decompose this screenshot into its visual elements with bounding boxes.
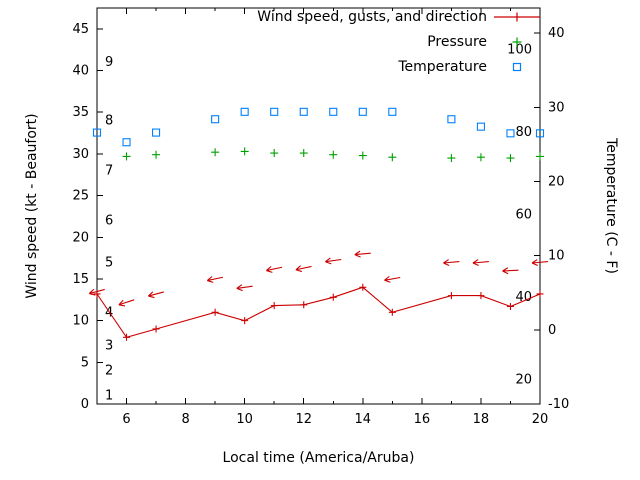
x-tick-label: 14	[355, 412, 372, 427]
fahrenheit-scale-label: 20	[515, 372, 532, 387]
y-left-tick-label: 0	[81, 397, 89, 412]
beaufort-scale-label: 6	[105, 214, 113, 229]
temperature-square-marker-icon	[493, 58, 541, 76]
legend-item-temperature: Temperature	[398, 58, 541, 76]
legend-item-pressure: Pressure	[427, 33, 541, 51]
beaufort-scale-label: 2	[105, 364, 113, 379]
x-tick-label: 18	[473, 412, 490, 427]
fahrenheit-scale-label: 100	[507, 43, 532, 58]
y-right-tick-label: 0	[548, 323, 556, 338]
beaufort-scale-label: 8	[105, 114, 113, 129]
series-temperature	[92, 107, 545, 147]
y-right-tick-label: 10	[548, 249, 565, 264]
beaufort-scale-label: 5	[105, 255, 113, 270]
x-tick-label: 16	[414, 412, 431, 427]
y-right-tick-label: 20	[548, 175, 565, 190]
x-tick-label: 8	[181, 412, 189, 427]
legend-item-wind: Wind speed, gusts, and direction	[257, 8, 541, 26]
y-left-tick-label: 30	[72, 147, 89, 162]
plot-border	[96, 7, 541, 405]
y-right-tick-label: 40	[548, 26, 565, 41]
pressure-plus-marker-icon	[493, 33, 541, 51]
y-left-tick-label: 40	[72, 64, 89, 79]
legend-label-temperature: Temperature	[398, 59, 487, 75]
axis-ticks	[96, 8, 541, 405]
wind-line-plus-marker-icon	[493, 8, 541, 26]
y-left-tick-label: 5	[81, 355, 89, 370]
y-left-tick-label: 35	[72, 105, 89, 120]
legend-label-pressure: Pressure	[427, 34, 487, 50]
y-right-tick-label: -10	[548, 397, 569, 412]
beaufort-scale-label: 7	[105, 164, 113, 179]
x-tick-label: 12	[295, 412, 312, 427]
x-tick-label: 6	[122, 412, 130, 427]
beaufort-scale-label: 9	[105, 55, 113, 70]
fahrenheit-scale-label: 80	[515, 125, 532, 140]
chart-legend: Wind speed, gusts, and direction Pressur…	[257, 8, 541, 76]
beaufort-scale-label: 3	[105, 339, 113, 354]
x-tick-label: 20	[532, 412, 549, 427]
series-pressure	[122, 147, 544, 163]
y-left-tick-label: 25	[72, 189, 89, 204]
beaufort-scale-label: 1	[105, 389, 113, 404]
y-axis-left-title: Wind speed (kt - Beaufort)	[24, 113, 40, 299]
y-left-tick-label: 10	[72, 314, 89, 329]
fahrenheit-scale-label: 60	[515, 207, 532, 222]
y-axis-right-title: Temperature (C - F)	[603, 138, 619, 274]
x-tick-label: 10	[236, 412, 253, 427]
y-left-tick-label: 20	[72, 230, 89, 245]
y-left-tick-label: 45	[72, 22, 89, 37]
series-wind-gusts	[88, 250, 549, 307]
y-right-tick-label: 30	[548, 100, 565, 115]
y-left-tick-label: 15	[72, 272, 89, 287]
fahrenheit-scale-label: 40	[515, 290, 532, 305]
legend-label-wind: Wind speed, gusts, and direction	[257, 9, 487, 25]
series-wind-speed	[93, 283, 544, 341]
x-axis-title: Local time (America/Aruba)	[222, 450, 415, 466]
